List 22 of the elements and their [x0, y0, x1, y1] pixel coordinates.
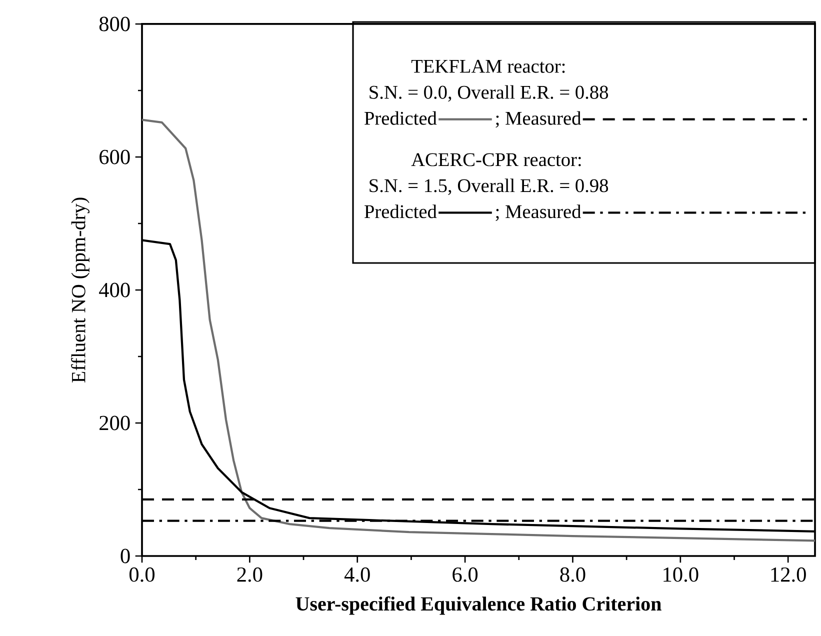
y-tick-label: 0 [120, 548, 130, 564]
annotation: Predicted [364, 111, 437, 125]
x-tick-label: 12.0 [771, 567, 806, 582]
annotation: Predicted [364, 204, 437, 218]
x-axis-title: User-specified Equivalence Ratio Criterion [296, 596, 662, 615]
y-tick-label: 800 [99, 16, 130, 32]
y-axis-title: Effluent NO (ppm-dry) [71, 198, 90, 383]
x-tick-label: 8.0 [560, 567, 586, 582]
x-tick-label: 0.0 [129, 567, 155, 582]
annotation: ; Measured [496, 111, 582, 128]
x-tick-label: 4.0 [344, 567, 370, 582]
annotation: S.N. = 1.5, Overall E.R. = 0.98 [370, 178, 608, 195]
annotation: TEKFLAM reactor: [411, 60, 565, 73]
x-tick-label: 6.0 [452, 567, 478, 582]
x-tick-label: 2.0 [237, 567, 262, 582]
y-tick-label: 400 [99, 282, 130, 298]
y-tick-label: 600 [100, 150, 130, 164]
annotation: ACERC-CPR reactor: [411, 153, 581, 166]
x-tick-label: 10.0 [664, 567, 698, 582]
y-tick-label: 200 [100, 416, 130, 430]
annotation: S.N. = 0.0, Overall E.R. = 0.88 [370, 85, 608, 102]
annotation: ; Measured [496, 204, 582, 221]
